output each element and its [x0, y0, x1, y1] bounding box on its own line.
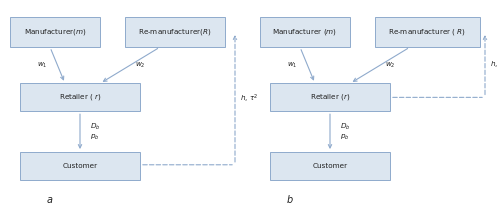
Text: $w_1$: $w_1$: [37, 61, 48, 70]
FancyBboxPatch shape: [10, 17, 100, 47]
Text: Manufacturer($m$): Manufacturer($m$): [24, 27, 86, 37]
Text: b: b: [287, 195, 293, 205]
FancyBboxPatch shape: [20, 83, 140, 111]
Text: Customer: Customer: [62, 163, 98, 169]
FancyBboxPatch shape: [270, 152, 390, 180]
Text: $w_2$: $w_2$: [134, 61, 145, 70]
Text: $w_1$: $w_1$: [287, 61, 298, 70]
Text: Manufacturer ($m$): Manufacturer ($m$): [272, 27, 338, 37]
FancyBboxPatch shape: [125, 17, 225, 47]
Text: $D_b$
$p_b$: $D_b$ $p_b$: [340, 121, 350, 142]
Text: Customer: Customer: [312, 163, 348, 169]
Text: a: a: [47, 195, 53, 205]
FancyBboxPatch shape: [270, 83, 390, 111]
Text: Retailer ($r$): Retailer ($r$): [310, 92, 350, 102]
Text: Retailer ( $r$): Retailer ( $r$): [58, 92, 102, 102]
Text: $w_2$: $w_2$: [384, 61, 396, 70]
FancyBboxPatch shape: [375, 17, 480, 47]
Text: Re-manufacturer ( $R$): Re-manufacturer ( $R$): [388, 27, 466, 37]
Text: Re-manufacturer($R$): Re-manufacturer($R$): [138, 27, 212, 37]
Text: $h$, $\tau^2$: $h$, $\tau^2$: [490, 59, 500, 71]
Text: $h$, $\tau^2$: $h$, $\tau^2$: [240, 92, 258, 105]
FancyBboxPatch shape: [260, 17, 350, 47]
FancyBboxPatch shape: [20, 152, 140, 180]
Text: $D_b$
$p_b$: $D_b$ $p_b$: [90, 121, 101, 142]
